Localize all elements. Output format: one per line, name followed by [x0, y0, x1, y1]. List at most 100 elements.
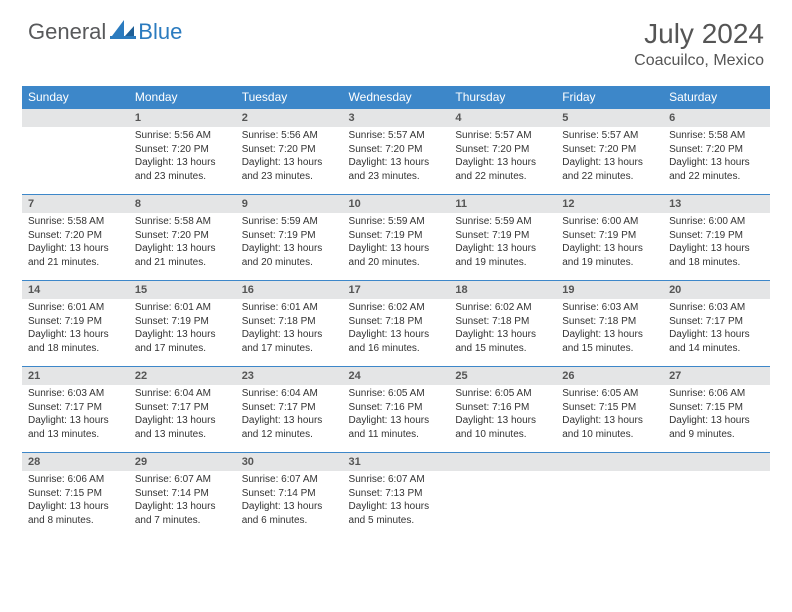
sunrise-line: Sunrise: 6:03 AM — [28, 387, 123, 401]
calendar-cell: 1Sunrise: 5:56 AMSunset: 7:20 PMDaylight… — [129, 109, 236, 195]
sunset-line: Sunset: 7:17 PM — [28, 401, 123, 415]
sunrise-line: Sunrise: 5:59 AM — [455, 215, 550, 229]
calendar-cell: 28Sunrise: 6:06 AMSunset: 7:15 PMDayligh… — [22, 453, 129, 539]
sunset-line: Sunset: 7:20 PM — [349, 143, 444, 157]
daylight-line: Daylight: 13 hours and 23 minutes. — [135, 156, 230, 183]
sunset-line: Sunset: 7:19 PM — [135, 315, 230, 329]
sunset-line: Sunset: 7:18 PM — [562, 315, 657, 329]
calendar-cell — [556, 453, 663, 539]
sunset-line: Sunset: 7:16 PM — [455, 401, 550, 415]
sunset-line: Sunset: 7:18 PM — [242, 315, 337, 329]
daylight-line: Daylight: 13 hours and 23 minutes. — [349, 156, 444, 183]
day-number: 3 — [343, 109, 450, 127]
daylight-line: Daylight: 13 hours and 16 minutes. — [349, 328, 444, 355]
calendar-row: 28Sunrise: 6:06 AMSunset: 7:15 PMDayligh… — [22, 453, 770, 539]
day-details: Sunrise: 6:02 AMSunset: 7:18 PMDaylight:… — [343, 299, 450, 359]
sunset-line: Sunset: 7:18 PM — [455, 315, 550, 329]
title-block: July 2024 Coacuilco, Mexico — [634, 18, 764, 70]
day-details: Sunrise: 6:03 AMSunset: 7:17 PMDaylight:… — [22, 385, 129, 445]
calendar-cell: 5Sunrise: 5:57 AMSunset: 7:20 PMDaylight… — [556, 109, 663, 195]
calendar-cell: 8Sunrise: 5:58 AMSunset: 7:20 PMDaylight… — [129, 195, 236, 281]
day-number: 24 — [343, 367, 450, 385]
calendar-cell: 19Sunrise: 6:03 AMSunset: 7:18 PMDayligh… — [556, 281, 663, 367]
day-details: Sunrise: 6:01 AMSunset: 7:19 PMDaylight:… — [129, 299, 236, 359]
daylight-line: Daylight: 13 hours and 19 minutes. — [455, 242, 550, 269]
day-details: Sunrise: 6:05 AMSunset: 7:15 PMDaylight:… — [556, 385, 663, 445]
sunrise-line: Sunrise: 6:04 AM — [242, 387, 337, 401]
day-details: Sunrise: 6:00 AMSunset: 7:19 PMDaylight:… — [556, 213, 663, 273]
sunrise-line: Sunrise: 6:02 AM — [455, 301, 550, 315]
sunset-line: Sunset: 7:20 PM — [28, 229, 123, 243]
day-number: 2 — [236, 109, 343, 127]
day-number: 12 — [556, 195, 663, 213]
daylight-line: Daylight: 13 hours and 15 minutes. — [562, 328, 657, 355]
day-details: Sunrise: 5:59 AMSunset: 7:19 PMDaylight:… — [236, 213, 343, 273]
day-details: Sunrise: 6:03 AMSunset: 7:17 PMDaylight:… — [663, 299, 770, 359]
sunset-line: Sunset: 7:18 PM — [349, 315, 444, 329]
calendar-table: Sunday Monday Tuesday Wednesday Thursday… — [22, 86, 770, 539]
sunset-line: Sunset: 7:19 PM — [28, 315, 123, 329]
sunset-line: Sunset: 7:15 PM — [28, 487, 123, 501]
daylight-line: Daylight: 13 hours and 20 minutes. — [242, 242, 337, 269]
calendar-cell: 21Sunrise: 6:03 AMSunset: 7:17 PMDayligh… — [22, 367, 129, 453]
calendar-cell: 24Sunrise: 6:05 AMSunset: 7:16 PMDayligh… — [343, 367, 450, 453]
day-details: Sunrise: 6:05 AMSunset: 7:16 PMDaylight:… — [449, 385, 556, 445]
sunrise-line: Sunrise: 6:00 AM — [669, 215, 764, 229]
daylight-line: Daylight: 13 hours and 18 minutes. — [28, 328, 123, 355]
calendar-cell: 30Sunrise: 6:07 AMSunset: 7:14 PMDayligh… — [236, 453, 343, 539]
day-number: 31 — [343, 453, 450, 471]
daylight-line: Daylight: 13 hours and 7 minutes. — [135, 500, 230, 527]
daylight-line: Daylight: 13 hours and 20 minutes. — [349, 242, 444, 269]
sunset-line: Sunset: 7:20 PM — [562, 143, 657, 157]
sunrise-line: Sunrise: 6:04 AM — [135, 387, 230, 401]
day-number: 4 — [449, 109, 556, 127]
sunrise-line: Sunrise: 5:57 AM — [562, 129, 657, 143]
sunrise-line: Sunrise: 5:58 AM — [135, 215, 230, 229]
calendar-cell — [449, 453, 556, 539]
sunset-line: Sunset: 7:20 PM — [135, 143, 230, 157]
calendar-cell: 31Sunrise: 6:07 AMSunset: 7:13 PMDayligh… — [343, 453, 450, 539]
calendar-cell: 20Sunrise: 6:03 AMSunset: 7:17 PMDayligh… — [663, 281, 770, 367]
sunrise-line: Sunrise: 5:59 AM — [349, 215, 444, 229]
sunrise-line: Sunrise: 5:58 AM — [28, 215, 123, 229]
empty-day — [663, 453, 770, 471]
sunset-line: Sunset: 7:16 PM — [349, 401, 444, 415]
daylight-line: Daylight: 13 hours and 13 minutes. — [135, 414, 230, 441]
calendar-row: 14Sunrise: 6:01 AMSunset: 7:19 PMDayligh… — [22, 281, 770, 367]
day-details: Sunrise: 5:57 AMSunset: 7:20 PMDaylight:… — [556, 127, 663, 187]
day-details: Sunrise: 6:00 AMSunset: 7:19 PMDaylight:… — [663, 213, 770, 273]
sunset-line: Sunset: 7:19 PM — [242, 229, 337, 243]
calendar-cell: 12Sunrise: 6:00 AMSunset: 7:19 PMDayligh… — [556, 195, 663, 281]
calendar-cell — [22, 109, 129, 195]
day-details: Sunrise: 5:58 AMSunset: 7:20 PMDaylight:… — [129, 213, 236, 273]
day-number: 10 — [343, 195, 450, 213]
weekday-header: Sunday — [22, 86, 129, 109]
calendar-cell: 9Sunrise: 5:59 AMSunset: 7:19 PMDaylight… — [236, 195, 343, 281]
calendar-cell: 16Sunrise: 6:01 AMSunset: 7:18 PMDayligh… — [236, 281, 343, 367]
sunset-line: Sunset: 7:14 PM — [242, 487, 337, 501]
calendar-cell — [663, 453, 770, 539]
calendar-cell: 15Sunrise: 6:01 AMSunset: 7:19 PMDayligh… — [129, 281, 236, 367]
sunrise-line: Sunrise: 6:03 AM — [669, 301, 764, 315]
calendar-cell: 6Sunrise: 5:58 AMSunset: 7:20 PMDaylight… — [663, 109, 770, 195]
daylight-line: Daylight: 13 hours and 13 minutes. — [28, 414, 123, 441]
day-number: 23 — [236, 367, 343, 385]
sunrise-line: Sunrise: 6:06 AM — [28, 473, 123, 487]
sunset-line: Sunset: 7:13 PM — [349, 487, 444, 501]
day-number: 7 — [22, 195, 129, 213]
calendar-row: 21Sunrise: 6:03 AMSunset: 7:17 PMDayligh… — [22, 367, 770, 453]
calendar-cell: 26Sunrise: 6:05 AMSunset: 7:15 PMDayligh… — [556, 367, 663, 453]
location-label: Coacuilco, Mexico — [634, 52, 764, 70]
day-details: Sunrise: 6:04 AMSunset: 7:17 PMDaylight:… — [236, 385, 343, 445]
calendar-cell: 14Sunrise: 6:01 AMSunset: 7:19 PMDayligh… — [22, 281, 129, 367]
daylight-line: Daylight: 13 hours and 18 minutes. — [669, 242, 764, 269]
daylight-line: Daylight: 13 hours and 10 minutes. — [455, 414, 550, 441]
day-number: 1 — [129, 109, 236, 127]
daylight-line: Daylight: 13 hours and 15 minutes. — [455, 328, 550, 355]
day-number: 26 — [556, 367, 663, 385]
weekday-header: Wednesday — [343, 86, 450, 109]
sunrise-line: Sunrise: 6:05 AM — [455, 387, 550, 401]
calendar-cell: 25Sunrise: 6:05 AMSunset: 7:16 PMDayligh… — [449, 367, 556, 453]
day-details: Sunrise: 6:06 AMSunset: 7:15 PMDaylight:… — [663, 385, 770, 445]
day-details: Sunrise: 5:56 AMSunset: 7:20 PMDaylight:… — [236, 127, 343, 187]
